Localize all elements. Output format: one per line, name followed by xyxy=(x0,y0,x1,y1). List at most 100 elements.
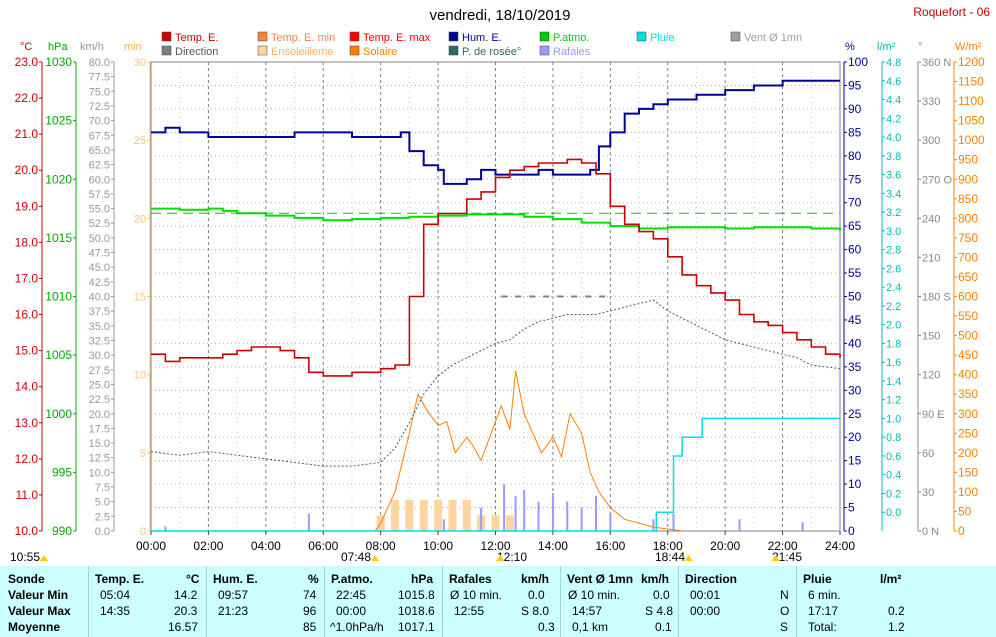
wind-axis-tick-label: 42.5 xyxy=(89,277,110,289)
wind-axis-tick-label: 25.0 xyxy=(89,379,110,391)
rain-axis-tick-label: 2.0 xyxy=(886,320,901,332)
temp-axis-tick-label: 18.0 xyxy=(15,235,39,249)
press-axis-tick-label: 995 xyxy=(52,465,72,479)
header-hum-unit: % xyxy=(308,572,319,586)
dir-axis-tick-label: 330 xyxy=(922,96,940,108)
row-min-gust-val: 0.0 xyxy=(528,588,545,602)
header-wind: Vent Ø 1mn xyxy=(567,572,634,586)
hum-axis-tick-label: 15 xyxy=(848,454,862,468)
legend-label-9: Solaire xyxy=(363,46,397,58)
legend-label-0: Temp. E. xyxy=(175,32,218,44)
solar-axis-tick-label: 700 xyxy=(958,250,978,264)
solar-axis-tick-label: 50 xyxy=(958,504,972,518)
hum-axis-tick-label: 5 xyxy=(848,501,855,515)
hum-axis-tick-label: 25 xyxy=(848,407,862,421)
legend-label-8: Ensoleilleme xyxy=(271,46,333,58)
summary-table: Sonde Temp. E. °C Hum. E. % P.atmo. hPa … xyxy=(0,566,996,637)
legend-swatch-2 xyxy=(349,31,360,42)
axis-unit-0: °C xyxy=(20,41,32,53)
rain-axis-tick-label: 4.4 xyxy=(886,95,901,107)
rain-axis-tick-label: 4.8 xyxy=(886,57,901,69)
series-temperature xyxy=(151,158,841,377)
series-rain xyxy=(151,417,840,532)
row-min-press-val: 1015.8 xyxy=(398,588,435,602)
sunshine-bar-4 xyxy=(434,499,443,531)
legend-label-6: Vent Ø 1mn xyxy=(744,32,802,44)
solar-axis-tick-label: 1200 xyxy=(958,55,985,69)
row-max-hum-val: 96 xyxy=(303,604,317,618)
header-direction: Direction xyxy=(685,572,738,586)
solar-axis-tick-label: 1150 xyxy=(958,75,984,89)
solar-axis-tick-label: 500 xyxy=(958,329,978,343)
right-axes: 1009590858075706560555045403530252015105… xyxy=(843,55,985,538)
legend-swatch-1 xyxy=(257,31,268,42)
row-min-gust-time: Ø 10 min. xyxy=(450,588,503,602)
hum-axis-tick-label: 95 xyxy=(848,78,862,92)
header-temp: Temp. E. xyxy=(95,572,145,586)
rain-axis-tick-label: 3.4 xyxy=(886,188,901,200)
dir-axis-tick-label: 270 O xyxy=(922,174,952,186)
rain-axis-tick-label: 2.6 xyxy=(886,263,901,275)
time-tick-label: 18:00 xyxy=(653,539,683,553)
dir-axis-tick-label: 300 xyxy=(922,135,940,147)
rain-axis-tick-label: 3.6 xyxy=(886,170,901,182)
row-max-wind-time: 14:57 xyxy=(572,604,603,618)
solar-axis-tick-label: 650 xyxy=(958,270,978,284)
legend-label-1: Temp. E. min xyxy=(271,32,335,44)
row-min-hum-val: 74 xyxy=(303,588,317,602)
axis-unit-5: l/m² xyxy=(877,41,896,53)
rain-axis-tick-label: 0.4 xyxy=(886,470,901,482)
hum-axis-tick-label: 65 xyxy=(848,219,862,233)
legend-label-3: Hum. E. xyxy=(462,32,502,44)
temp-axis-tick-label: 10.0 xyxy=(15,524,39,538)
row-min-rain-time: 6 min. xyxy=(808,588,841,602)
press-axis-tick-label: 1025 xyxy=(45,114,72,128)
dir-axis-tick-label: 90 E xyxy=(922,409,945,421)
solar-axis-tick-label: 350 xyxy=(958,387,978,401)
solar-axis-tick-label: 550 xyxy=(958,309,978,323)
temp-axis-tick-label: 23.0 xyxy=(15,55,39,69)
time-tick-label: 16:00 xyxy=(595,539,625,553)
wind-axis-tick-label: 22.5 xyxy=(89,394,110,406)
hum-axis-tick-label: 70 xyxy=(848,196,862,210)
wind-axis-tick-label: 77.5 xyxy=(89,72,110,84)
legend-swatch-0 xyxy=(161,31,172,42)
hum-axis-tick-label: 90 xyxy=(848,102,862,116)
row-max-wind-val: S 4.8 xyxy=(645,604,674,618)
solar-axis-tick-label: 300 xyxy=(958,407,978,421)
solar-axis-tick-label: 250 xyxy=(958,426,978,440)
wind-axis-tick-label: 30.0 xyxy=(89,350,110,362)
rain-axis-tick-label: 4.0 xyxy=(886,132,901,144)
wind-axis-tick-label: 40.0 xyxy=(89,292,110,304)
hum-axis-tick-label: 40 xyxy=(848,336,862,350)
time-tick-label: 20:00 xyxy=(710,539,740,553)
legend-swatch-11 xyxy=(539,45,550,56)
temp-axis-tick-label: 11.0 xyxy=(16,488,39,502)
series-humidity xyxy=(151,79,840,185)
wind-axis-tick-label: 12.5 xyxy=(89,453,110,465)
header-press-unit: hPa xyxy=(411,572,434,586)
header-gust: Rafales xyxy=(449,572,492,586)
hum-axis-tick-label: 20 xyxy=(848,430,862,444)
event-markers: 10:55 07:48 12:10 18:44 21:45 xyxy=(10,550,802,564)
dir-axis-tick-label: 60 xyxy=(922,448,934,460)
row-min-wind-time: Ø 10 min. xyxy=(568,588,621,602)
sun-axis-tick-label: 0 xyxy=(140,526,146,538)
legend-label-4: P.atmo. xyxy=(553,32,590,44)
wind-axis-tick-label: 45.0 xyxy=(89,262,110,274)
rain-axis-tick-label: 1.4 xyxy=(886,376,901,388)
temp-axis-tick-label: 20.0 xyxy=(15,163,39,177)
rain-axis-tick-label: 1.2 xyxy=(886,395,901,407)
row-min-label: Valeur Min xyxy=(8,588,69,602)
press-axis-tick-label: 1000 xyxy=(45,407,72,421)
header-rain-unit: l/m² xyxy=(880,572,902,586)
header-gust-unit: km/h xyxy=(521,572,550,586)
marker-label-0: 10:55 xyxy=(10,550,40,564)
header-press: P.atmo. xyxy=(331,572,373,586)
wind-axis-tick-label: 10.0 xyxy=(89,467,110,479)
weather-chart: Roquefort - 06 vendredi, 18/10/2019 Temp… xyxy=(10,5,990,564)
hum-axis-tick-label: 85 xyxy=(848,125,862,139)
marker-label-4: 21:45 xyxy=(772,550,802,564)
rain-axis-tick-label: 3.8 xyxy=(886,151,901,163)
axis-unit-7: W/m² xyxy=(955,41,982,53)
